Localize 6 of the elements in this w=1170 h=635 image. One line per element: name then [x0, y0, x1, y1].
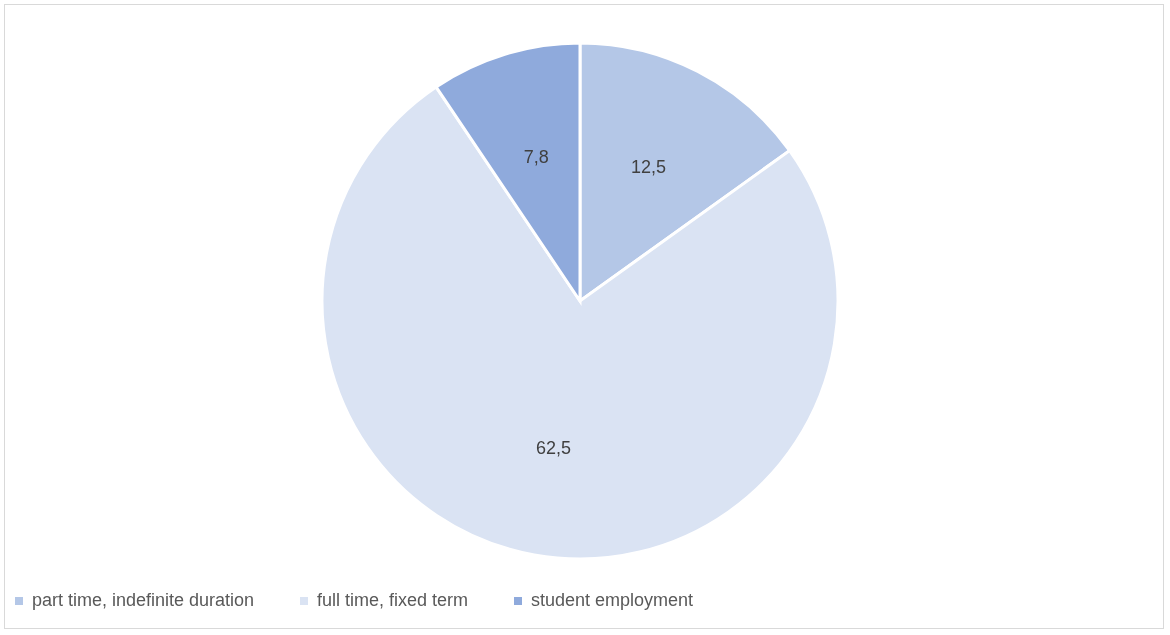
data-label: 12,5	[630, 156, 667, 177]
legend-label: student employment	[531, 590, 694, 610]
data-label: 7,8	[523, 146, 549, 167]
legend-label: part time, indefinite duration	[32, 590, 255, 610]
data-label: 62,5	[535, 437, 571, 458]
legend-label: full time, fixed term	[317, 590, 469, 610]
